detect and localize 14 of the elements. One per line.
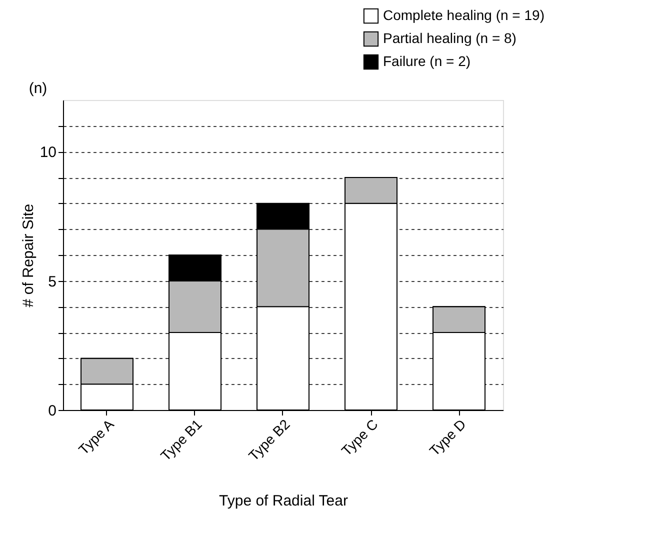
x-tick-label: Type B2 [245, 416, 294, 464]
y-axis-title: # of Repair Site [20, 204, 37, 308]
x-tick-label: Type C [338, 416, 381, 459]
x-tick-label: Type B1 [157, 416, 206, 464]
text: (n) [28, 80, 48, 97]
x-tick-label: Type D [426, 416, 469, 459]
legend-label: Failure (n = 2) [383, 53, 471, 69]
y-tick-label: 5 [48, 273, 56, 290]
legend-label: Complete healing (n = 19) [383, 7, 544, 23]
legend-label: Partial healing (n = 8) [383, 30, 516, 46]
x-tick-label: Type A [75, 416, 118, 458]
y-tick-label: 0 [48, 402, 56, 420]
x-axis-title: Type of Radial Tear [219, 492, 348, 510]
y-tick-label: 10 [40, 144, 56, 162]
